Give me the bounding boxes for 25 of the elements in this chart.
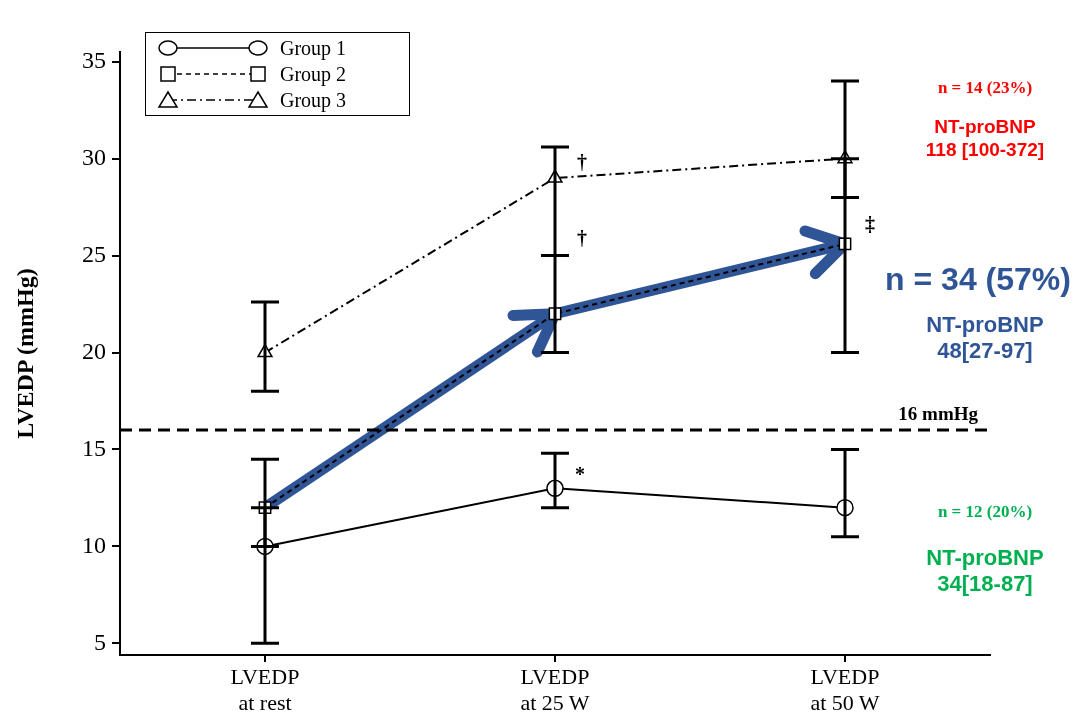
legend-label: Group 2: [280, 62, 347, 86]
legend-label: Group 1: [280, 36, 347, 60]
annotation: n = 14 (23%): [937, 78, 1033, 99]
y-tick-label: 15: [82, 434, 106, 461]
annotation: *: [575, 462, 585, 486]
ref-line-label: 16 mmHg: [898, 403, 979, 425]
y-tick-label: 10: [82, 531, 106, 558]
annotation: ‡: [865, 212, 875, 236]
annotation: n = 12 (20%): [937, 502, 1033, 523]
y-axis-title: LVEDP (mmHg): [11, 268, 38, 439]
annotation: NT-proBNP 48[27-97]: [926, 312, 1044, 365]
annotation: NT-proBNP 34[18-87]: [926, 545, 1044, 598]
x-tick-label: LVEDP at rest: [230, 663, 300, 716]
y-tick-label: 5: [94, 628, 106, 655]
annotation: NT-proBNP 118 [100-372]: [925, 116, 1045, 162]
y-tick-label: 35: [82, 46, 106, 73]
annotation: n = 34 (57%): [885, 260, 1071, 299]
legend-label: Group 3: [280, 88, 347, 112]
annotation: †: [577, 150, 587, 174]
annotation: †: [577, 226, 587, 250]
y-tick-label: 25: [82, 240, 106, 267]
y-tick-label: 20: [82, 337, 106, 364]
y-tick-label: 30: [82, 143, 106, 170]
x-tick-label: LVEDP at 25 W: [520, 663, 590, 716]
x-tick-label: LVEDP at 50 W: [810, 663, 880, 716]
